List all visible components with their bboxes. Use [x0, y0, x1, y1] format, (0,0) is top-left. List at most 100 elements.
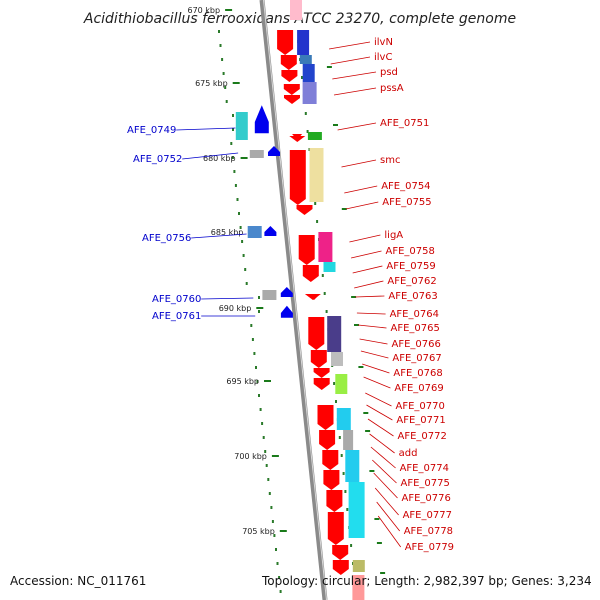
gc-dot [316, 220, 319, 223]
reverse-gene-arrow [280, 287, 293, 297]
right-label-leader [359, 338, 388, 345]
feature-end-mark [374, 518, 380, 520]
gene-feature-box [307, 132, 322, 140]
kbp-tick-label: 695 kbp [226, 377, 259, 386]
gc-dot [264, 450, 267, 453]
feature-group [235, 0, 386, 600]
kbp-tick-label: 670 kbp [187, 6, 220, 15]
gene-feature-box [331, 352, 343, 366]
right-gene-label: AFE_0776 [402, 493, 451, 504]
right-gene-label: ilvN [374, 37, 393, 48]
gc-dot [224, 86, 227, 89]
kbp-tick-mark [225, 9, 233, 11]
reverse-gene-arrow [280, 305, 293, 318]
topology-text: Topology: circular; Length: 2,982,397 bp… [262, 574, 592, 588]
gene-feature-box [323, 262, 336, 272]
gc-dot [232, 128, 234, 131]
gene-feature-box [309, 148, 324, 202]
genome-backbone [259, 0, 328, 600]
gc-dot [270, 506, 273, 509]
gc-dot [276, 562, 279, 565]
feature-end-mark [376, 542, 382, 544]
gene-feature-box [343, 430, 354, 450]
left-gene-label: AFE_0752 [133, 154, 182, 165]
gene-feature-box [348, 482, 365, 538]
gc-dot [255, 366, 257, 369]
gc-dot [350, 544, 353, 547]
right-label-leader [354, 280, 384, 289]
right-label-leader [362, 363, 390, 374]
kbp-tick-mark [240, 157, 248, 159]
right-label-leader [341, 159, 377, 168]
right-label-leader [349, 234, 381, 243]
gc-dot [225, 100, 228, 103]
gene-feature-box [247, 226, 262, 238]
right-gene-label: AFE_0755 [382, 197, 431, 208]
forward-gene-arrow [284, 95, 300, 104]
right-gene-label: AFE_0764 [390, 309, 439, 320]
right-label-leader [369, 433, 395, 454]
right-gene-label: AFE_0774 [400, 463, 449, 474]
right-label-leader [344, 185, 378, 194]
right-gene-label: AFE_0768 [393, 368, 442, 379]
right-label-leader [360, 350, 389, 359]
right-gene-label: AFE_0777 [403, 510, 452, 521]
feature-end-mark [333, 124, 338, 126]
gc-dot [258, 296, 260, 299]
forward-gene-arrow [296, 205, 313, 215]
gc-dot [333, 382, 336, 385]
gc-dot [338, 436, 341, 439]
right-label-leader [366, 404, 393, 421]
left-gene-label: AFE_0756 [142, 233, 191, 244]
gc-dot [344, 490, 347, 493]
gc-dot [259, 408, 262, 411]
forward-gene-arrow [281, 70, 298, 82]
forward-gene-arrow [308, 317, 325, 350]
right-label-leader [337, 122, 377, 131]
right-label-leader [330, 56, 371, 65]
right-label-leader [373, 472, 398, 499]
gc-dot [256, 380, 259, 383]
gene-feature-box [302, 82, 317, 104]
gc-dot [230, 142, 233, 145]
forward-gene-arrow [323, 470, 340, 490]
right-label-leader [352, 265, 383, 274]
gc-dot [275, 548, 277, 551]
gc-dot [253, 352, 256, 355]
right-gene-label: AFE_0758 [386, 246, 435, 257]
feature-end-mark [369, 470, 375, 472]
right-label-leader [356, 312, 386, 315]
right-label-leader [355, 295, 385, 298]
kbp-tick-label: 705 kbp [242, 527, 275, 536]
small-gene-arrow [309, 295, 319, 300]
right-gene-label: AFE_0778 [404, 526, 453, 537]
kbp-tick-mark [256, 307, 264, 309]
gc-dot [321, 274, 324, 277]
gc-dot [267, 478, 270, 481]
backbone-highlight [263, 0, 327, 600]
left-label-leader [191, 233, 247, 239]
label-leader-group [176, 41, 402, 548]
gc-dot [342, 472, 345, 475]
gc-dot [335, 400, 337, 403]
right-label-leader [363, 376, 391, 389]
right-label-leader [351, 250, 382, 259]
gene-feature-box [262, 290, 277, 300]
forward-gene-arrow [327, 512, 344, 545]
forward-gene-arrow [332, 545, 349, 560]
gc-dot [238, 212, 240, 215]
right-gene-label: pssA [380, 83, 404, 94]
gc-dot [218, 30, 220, 33]
accession-text: Accession: NC_011761 [10, 574, 147, 588]
feature-end-mark [341, 208, 347, 210]
feature-end-mark [326, 66, 332, 68]
gc-dot [301, 76, 303, 79]
feature-end-mark [363, 412, 369, 414]
right-gene-label: AFE_0771 [396, 415, 445, 426]
kbp-tick-mark [264, 380, 271, 382]
gc-dot [279, 590, 282, 593]
right-gene-label: AFE_0775 [401, 478, 450, 489]
kbp-tick-mark [279, 530, 287, 532]
